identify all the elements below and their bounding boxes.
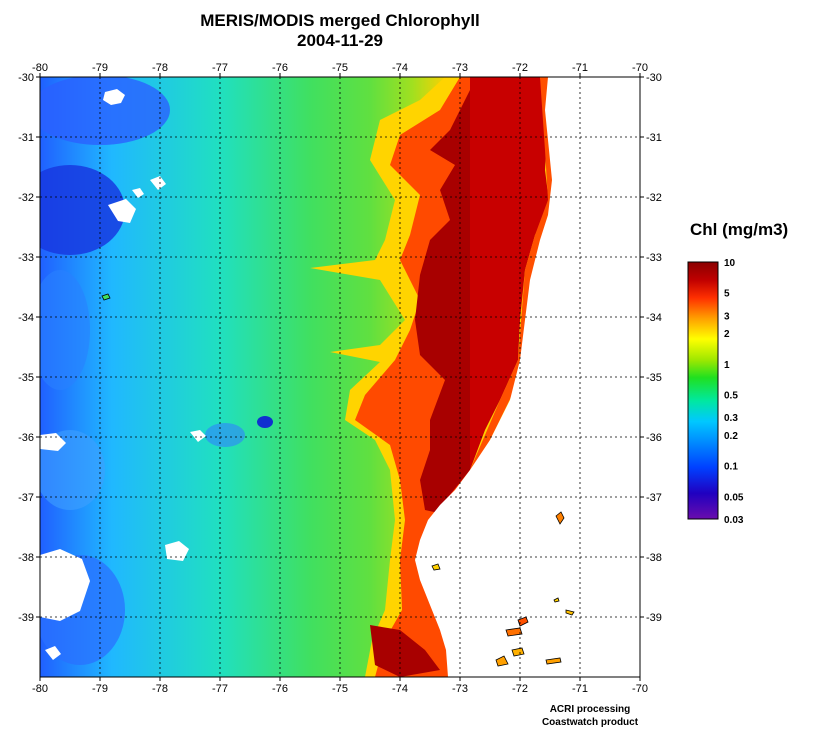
colorbar-tick-label: 0.2 xyxy=(724,431,738,442)
lon-label-bottom: -79 xyxy=(92,683,108,695)
lon-label-top: -77 xyxy=(212,62,228,74)
colorbar-tick-label: 1 xyxy=(724,360,730,371)
lon-label-bottom: -73 xyxy=(452,683,468,695)
credit-product: Coastwatch product xyxy=(541,717,639,728)
lon-label-top: -76 xyxy=(272,62,288,74)
lon-label-top: -74 xyxy=(392,62,408,74)
lon-label-top: -79 xyxy=(92,62,108,74)
lat-label-right: -35 xyxy=(646,372,662,384)
coastal-max-zone-south xyxy=(370,625,440,677)
colorbar-tick-label: 0.03 xyxy=(724,515,744,526)
colorbar-tick-label: 3 xyxy=(724,311,730,322)
lat-label-right: -30 xyxy=(646,72,662,84)
lon-label-bottom: -80 xyxy=(32,683,48,695)
colorbar xyxy=(687,261,719,520)
islands xyxy=(101,293,575,667)
lon-label-top: -75 xyxy=(332,62,348,74)
lon-label-top: -70 xyxy=(632,62,648,74)
colorbar-tick-label: 10 xyxy=(724,258,736,269)
lat-label-left: -39 xyxy=(18,612,34,624)
lat-label-left: -34 xyxy=(18,312,34,324)
lat-label-right: -38 xyxy=(646,552,662,564)
lat-label-left: -35 xyxy=(18,372,34,384)
lon-label-bottom: -72 xyxy=(512,683,528,695)
lon-label-top: -80 xyxy=(32,62,48,74)
colorbar-tick-labels: 10 5 3 2 1 0.5 0.3 0.2 0.1 0.05 0.03 xyxy=(724,258,744,526)
lon-label-bottom: -77 xyxy=(212,683,228,695)
lon-label-bottom: -70 xyxy=(632,683,648,695)
lat-label-left: -38 xyxy=(18,552,34,564)
colorbar-tick-label: 5 xyxy=(724,289,730,300)
lat-label-left: -37 xyxy=(18,492,34,504)
colorbar-tick-label: 0.1 xyxy=(724,462,738,473)
lat-label-left: -31 xyxy=(18,132,34,144)
lat-label-left: -33 xyxy=(18,252,34,264)
map-image xyxy=(40,77,640,677)
lon-label-bottom: -78 xyxy=(152,683,168,695)
lat-label-right: -36 xyxy=(646,432,662,444)
lat-label-right: -39 xyxy=(646,612,662,624)
graticule xyxy=(40,77,640,677)
map-title: MERIS/MODIS merged Chlorophyll xyxy=(200,11,480,30)
colorbar-tick-label: 2 xyxy=(724,329,730,340)
lat-label-right: -33 xyxy=(646,252,662,264)
credit-processing: ACRI processing xyxy=(549,704,631,715)
axis-ticks xyxy=(36,73,644,681)
lon-label-top: -73 xyxy=(452,62,468,74)
colorbar-tick-label: 0.5 xyxy=(724,391,738,402)
lon-label-top: -71 xyxy=(572,62,588,74)
lat-label-right: -31 xyxy=(646,132,662,144)
lon-label-bottom: -71 xyxy=(572,683,588,695)
cloud-gaps xyxy=(40,89,206,660)
colorbar-tick-label: 0.3 xyxy=(724,413,738,424)
lat-label-right: -34 xyxy=(646,312,662,324)
lat-label-right: -37 xyxy=(646,492,662,504)
lon-label-top: -72 xyxy=(512,62,528,74)
axis-tick-labels: -80 -80 -79 -79 -78 -78 -77 -77 -76 -76 -75 -75 -74 -… xyxy=(18,62,662,695)
lon-label-bottom: -75 xyxy=(332,683,348,695)
coastal-max-zone xyxy=(415,77,470,520)
land xyxy=(415,77,640,677)
lat-label-right: -32 xyxy=(646,192,662,204)
colorbar-tick-label: 0.05 xyxy=(724,492,744,503)
lat-label-left: -36 xyxy=(18,432,34,444)
lon-label-bottom: -76 xyxy=(272,683,288,695)
map-date: 2004-11-29 xyxy=(296,31,384,50)
lon-label-bottom: -74 xyxy=(392,683,408,695)
lat-label-left: -30 xyxy=(18,72,34,84)
lon-label-top: -78 xyxy=(152,62,168,74)
lat-label-left: -32 xyxy=(18,192,34,204)
colorbar-title: Chl (mg/m3) xyxy=(690,220,789,239)
